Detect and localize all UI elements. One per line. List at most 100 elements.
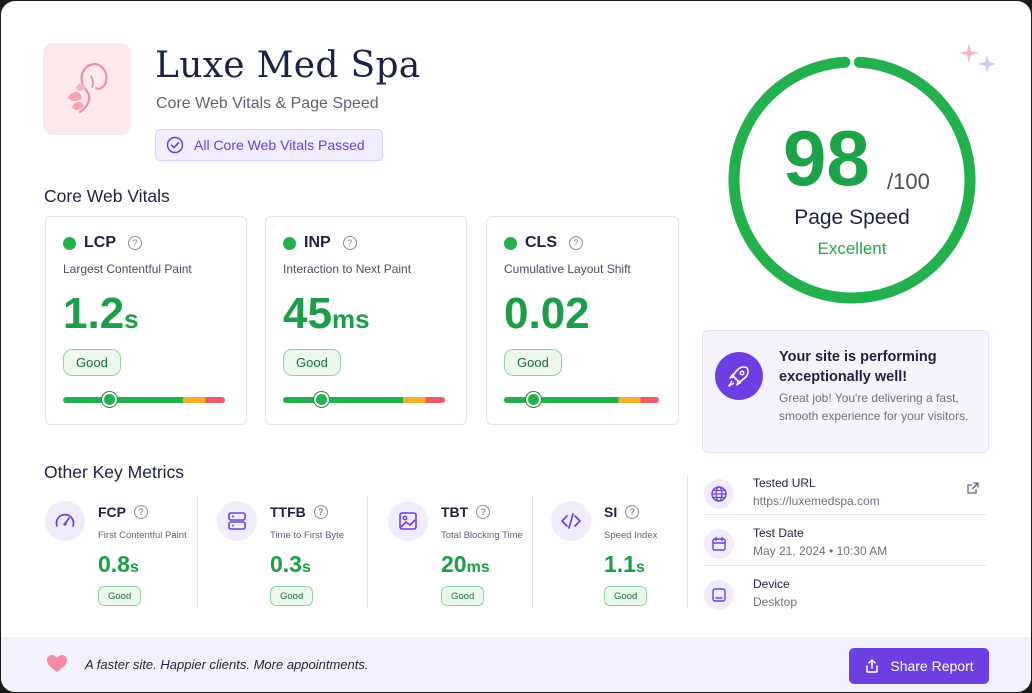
gauge-icon: [45, 501, 85, 541]
brand-subtitle: Core Web Vitals & Page Speed: [156, 95, 379, 112]
scale-marker: [102, 392, 118, 407]
performance-title: Your site is performing exceptionally we…: [779, 349, 937, 385]
footer-bar: A faster site. Happier clients. More app…: [1, 637, 1031, 692]
help-icon[interactable]: ?: [342, 236, 357, 250]
metric-full-name: Total Blocking Time: [441, 530, 523, 541]
device-row: Device Desktop: [704, 577, 986, 623]
help-icon[interactable]: ?: [313, 505, 328, 519]
test-date-label: Test Date: [753, 526, 804, 540]
share-icon: [866, 659, 879, 673]
score-label: Page Speed: [794, 206, 910, 229]
vital-value: 0.02: [504, 289, 590, 338]
server-icon: [217, 501, 257, 541]
share-report-label: Share Report: [890, 658, 974, 674]
status-badge: Good: [283, 349, 341, 376]
scale-marker: [314, 392, 330, 407]
vital-full-name: Cumulative Layout Shift: [504, 262, 631, 276]
sparkle-icon: [959, 43, 996, 73]
metric-abbr: TTFB?: [270, 504, 328, 520]
metric-tbt: TBT? Total Blocking Time 20ms Good: [388, 501, 548, 611]
test-date-value: May 21, 2024 • 10:30 AM: [753, 544, 888, 558]
divider: [197, 495, 198, 609]
vital-abbr: LCP: [84, 234, 116, 251]
device-label: Device: [753, 577, 790, 591]
vital-value: 45ms: [283, 289, 370, 338]
status-dot: [283, 236, 296, 250]
metric-abbr: TBT?: [441, 504, 491, 520]
metric-value: 0.3s: [270, 551, 311, 577]
metric-full-name: Time to First Byte: [270, 530, 345, 541]
score-grade: Excellent: [817, 239, 887, 258]
metric-value: 20ms: [441, 551, 490, 577]
divider: [532, 495, 533, 609]
vital-scale-bar: [63, 392, 225, 407]
help-icon[interactable]: ?: [128, 236, 142, 250]
metric-si: SI? Speed Index 1.1s Good: [551, 501, 711, 611]
heart-icon: [47, 655, 67, 672]
divider: [687, 475, 688, 609]
help-icon[interactable]: ?: [569, 236, 583, 250]
status-badge: Good: [63, 349, 121, 376]
core-vitals-heading: Core Web Vitals: [44, 186, 170, 206]
vital-value: 1.2s: [63, 289, 139, 338]
vital-card-lcp: LCP ? Largest Contentful Paint 1.2s Good: [45, 216, 247, 425]
footer-tagline: A faster site. Happier clients. More app…: [85, 657, 369, 672]
vital-full-name: Interaction to Next Paint: [283, 262, 412, 276]
vital-abbr: CLS: [525, 234, 557, 251]
status-badge: Good: [270, 586, 314, 606]
scale-marker: [525, 392, 541, 407]
desktop-icon: [704, 580, 734, 610]
rocket-icon: [715, 352, 763, 400]
metric-fcp: FCP? First Contentful Paint 0.8s Good: [45, 501, 205, 611]
help-icon[interactable]: ?: [625, 505, 640, 519]
tested-url-label: Tested URL: [753, 476, 816, 490]
tested-url-row: Tested URL https://luxemedspa.com: [704, 476, 986, 522]
check-circle-icon: [166, 136, 184, 154]
vital-card-inp: INP ? Interaction to Next Paint 45ms Goo…: [265, 216, 467, 425]
globe-icon: [704, 479, 734, 509]
badge-label: All Core Web Vitals Passed: [194, 137, 365, 153]
status-badge: Good: [98, 586, 142, 606]
performance-description: Great job! You're delivering a fast, smo…: [779, 391, 969, 423]
metric-full-name: Speed Index: [604, 530, 658, 541]
status-badge: Good: [441, 586, 485, 606]
calendar-icon: [704, 529, 734, 559]
metric-abbr: SI?: [604, 504, 640, 520]
status-badge: Good: [504, 349, 562, 376]
vital-card-cls: CLS ? Cumulative Layout Shift 0.02 Good: [486, 216, 679, 425]
divider: [704, 565, 986, 566]
share-report-button[interactable]: Share Report: [849, 648, 989, 684]
code-icon: [551, 501, 591, 541]
divider: [367, 495, 368, 609]
metric-value: 1.1s: [604, 551, 645, 577]
vital-scale-bar: [283, 392, 445, 407]
metric-full-name: First Contentful Paint: [98, 530, 187, 541]
divider: [704, 514, 986, 515]
metric-abbr: FCP?: [98, 504, 148, 520]
score-value: 98: [783, 114, 870, 202]
help-icon[interactable]: ?: [134, 505, 148, 519]
image-icon: [388, 501, 428, 541]
vital-scale-bar: [504, 392, 659, 407]
score-ring: [728, 56, 976, 304]
status-badge: Good: [604, 586, 648, 606]
woman-face-icon: [68, 62, 108, 114]
vital-full-name: Largest Contentful Paint: [63, 262, 192, 276]
status-dot: [504, 236, 517, 250]
external-link-icon[interactable]: [966, 481, 980, 495]
device-value: Desktop: [753, 595, 798, 609]
score-max: /100: [887, 169, 930, 194]
tested-url-value[interactable]: https://luxemedspa.com: [753, 494, 880, 508]
metric-ttfb: TTFB? Time to First Byte 0.3s Good: [217, 501, 377, 611]
metric-value: 0.8s: [98, 551, 139, 577]
test-date-row: Test Date May 21, 2024 • 10:30 AM: [704, 526, 986, 572]
brand-logo: [43, 43, 131, 135]
other-metrics-heading: Other Key Metrics: [44, 462, 185, 482]
brand-title: Luxe Med Spa: [155, 45, 421, 86]
vitals-passed-badge: All Core Web Vitals Passed: [155, 129, 383, 161]
performance-message-card: Your site is performing exceptionally we…: [702, 330, 989, 453]
score-ring-arc: [728, 56, 976, 304]
help-icon[interactable]: ?: [476, 505, 491, 519]
vital-abbr: INP: [304, 234, 331, 251]
